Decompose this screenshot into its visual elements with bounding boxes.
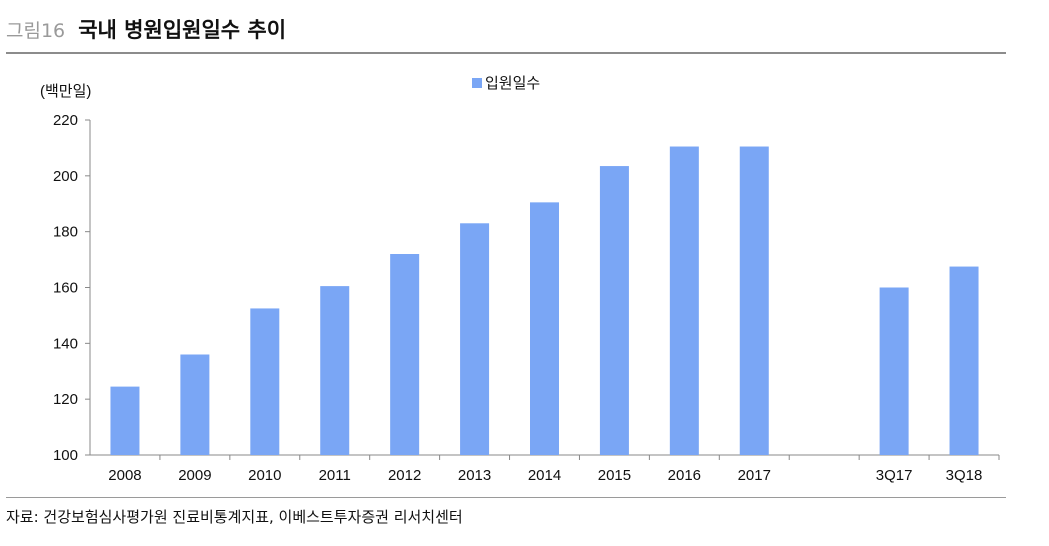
figure-label: 그림16	[6, 20, 66, 42]
bar	[669, 146, 699, 456]
x-tick-label: 2010	[248, 467, 281, 484]
x-tick-label: 2012	[388, 467, 421, 484]
x-tick-label: 2013	[458, 467, 491, 484]
legend-label: 입원일수	[485, 75, 540, 92]
x-tick-label: 2011	[319, 467, 351, 484]
bar	[879, 287, 909, 455]
source-note: 자료: 건강보험심사평가원 진료비통계지표, 이베스트투자증권 리서치센터	[6, 508, 463, 526]
y-tick-label: 100	[53, 447, 78, 464]
bar	[530, 202, 559, 455]
legend: 입원일수	[472, 75, 540, 92]
bar	[320, 286, 350, 455]
y-tick-label: 180	[53, 224, 78, 241]
x-tick-label: 3Q17	[876, 467, 913, 484]
x-tick-label: 2014	[528, 467, 561, 484]
y-tick-label: 200	[53, 168, 78, 185]
x-tick-label: 2015	[598, 467, 631, 484]
y-tick-label: 220	[53, 112, 78, 129]
bottom-rule	[6, 497, 1006, 498]
x-tick-label: 2016	[668, 467, 701, 484]
bar	[390, 254, 420, 455]
y-tick-label: 160	[53, 280, 78, 297]
y-tick-label: 140	[53, 335, 78, 352]
bar	[739, 146, 769, 456]
figure-title: 국내 병원입원일수 추이	[78, 18, 287, 42]
bar	[949, 266, 979, 455]
figure-header: 그림16 국내 병원입원일수 추이	[6, 14, 286, 50]
x-tick-label: 2008	[108, 467, 141, 484]
tick-labels: 100 120 140 160 180 200 220 2008 2009 2010 2011 201…	[53, 112, 982, 484]
y-axis-unit-label: (백만일)	[40, 83, 91, 100]
bar	[460, 223, 490, 455]
bar	[599, 166, 629, 455]
x-tick-label: 3Q18	[946, 467, 983, 484]
top-rule	[6, 52, 1006, 54]
bar	[110, 386, 140, 455]
bar	[180, 354, 210, 455]
y-tick-label: 120	[53, 391, 78, 408]
bars	[110, 146, 979, 456]
bar	[250, 308, 280, 455]
x-tick-label: 2009	[178, 467, 211, 484]
x-tick-label: 2017	[738, 467, 771, 484]
legend-swatch	[472, 78, 482, 88]
